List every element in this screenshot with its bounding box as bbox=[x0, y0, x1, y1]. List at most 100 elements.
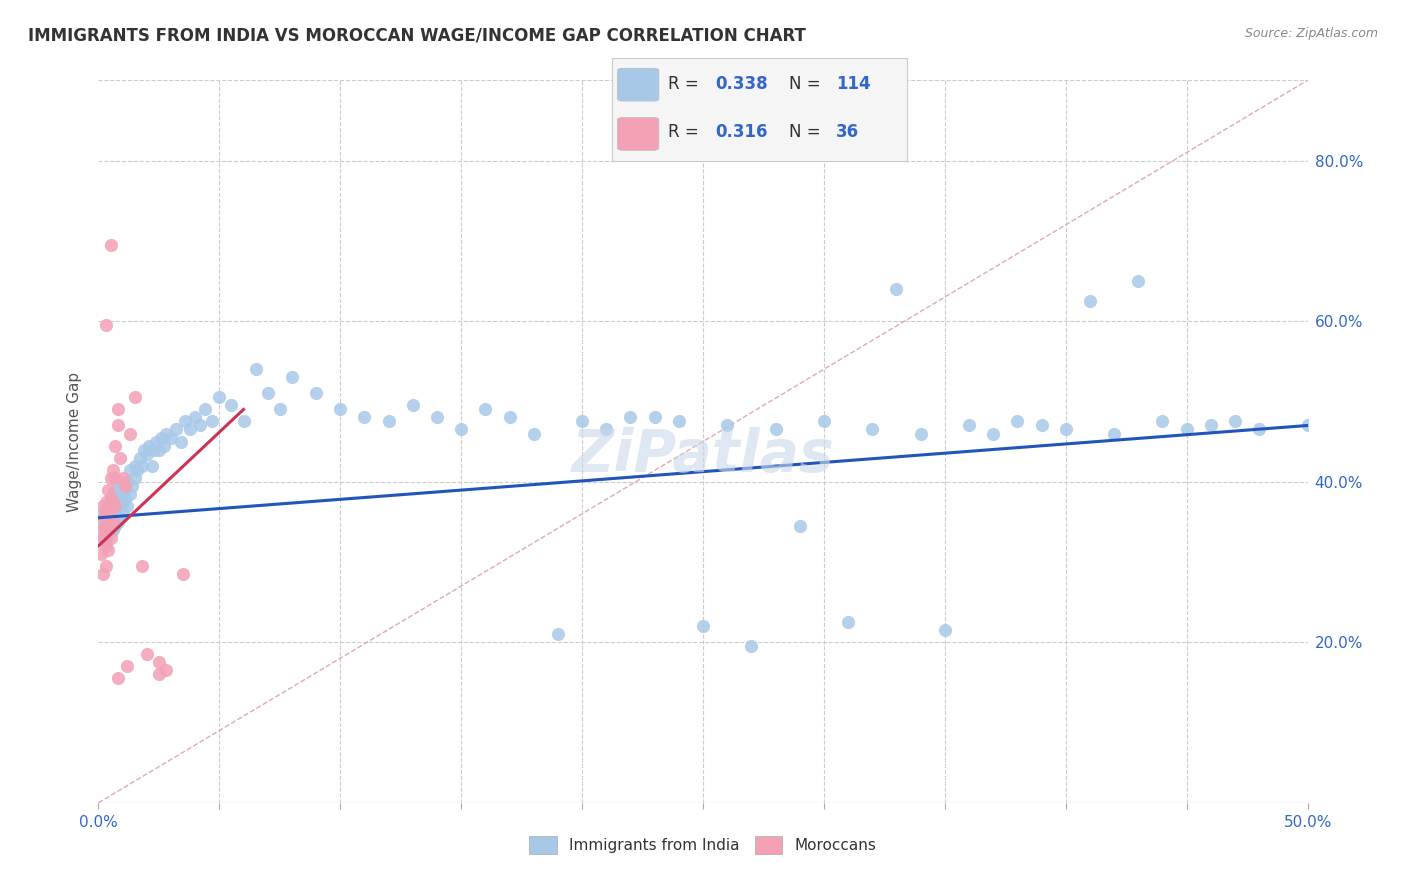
Point bbox=[547, 627, 569, 641]
Point bbox=[100, 502, 122, 516]
Point bbox=[329, 402, 352, 417]
Point bbox=[97, 499, 120, 513]
Point bbox=[160, 430, 183, 444]
Point bbox=[134, 442, 156, 457]
Point bbox=[104, 494, 127, 508]
Point bbox=[117, 499, 139, 513]
Point bbox=[91, 531, 114, 545]
Point bbox=[100, 494, 122, 508]
Point bbox=[138, 438, 160, 452]
Point bbox=[94, 507, 117, 521]
Point bbox=[402, 398, 425, 412]
Point bbox=[107, 515, 129, 529]
Point bbox=[97, 523, 120, 537]
Point bbox=[353, 410, 375, 425]
Point bbox=[104, 483, 127, 497]
Point bbox=[837, 615, 859, 630]
Point bbox=[97, 483, 120, 497]
Point bbox=[377, 414, 399, 428]
Point bbox=[1078, 293, 1101, 308]
Point bbox=[150, 430, 173, 444]
Point bbox=[934, 623, 956, 637]
Point bbox=[692, 619, 714, 633]
Point bbox=[100, 491, 122, 505]
Point bbox=[100, 470, 122, 484]
Point bbox=[114, 491, 136, 505]
Y-axis label: Wage/Income Gap: Wage/Income Gap bbox=[67, 371, 83, 512]
Text: N =: N = bbox=[789, 75, 825, 93]
Point bbox=[860, 422, 883, 436]
Point bbox=[765, 422, 787, 436]
Point bbox=[111, 483, 134, 497]
Point bbox=[981, 426, 1004, 441]
Point bbox=[94, 515, 117, 529]
Point bbox=[94, 534, 117, 549]
Point bbox=[1249, 422, 1271, 436]
Point bbox=[131, 558, 153, 574]
Legend: Immigrants from India, Moroccans: Immigrants from India, Moroccans bbox=[523, 830, 883, 860]
Point bbox=[121, 478, 143, 492]
Point bbox=[97, 542, 120, 557]
Point bbox=[148, 442, 170, 457]
Point bbox=[124, 390, 146, 404]
Point bbox=[957, 418, 980, 433]
Point bbox=[716, 418, 738, 433]
Point bbox=[118, 462, 141, 476]
Point bbox=[97, 518, 120, 533]
Point bbox=[124, 470, 146, 484]
Text: 114: 114 bbox=[837, 75, 870, 93]
Point bbox=[94, 494, 117, 508]
Point bbox=[114, 478, 136, 492]
Point bbox=[184, 410, 207, 425]
Point bbox=[108, 486, 131, 500]
Point bbox=[94, 558, 117, 574]
Point bbox=[571, 414, 593, 428]
Point bbox=[910, 426, 932, 441]
Point bbox=[1031, 418, 1053, 433]
Point bbox=[141, 458, 163, 473]
FancyBboxPatch shape bbox=[617, 118, 659, 150]
Point bbox=[232, 414, 254, 428]
Point bbox=[174, 414, 197, 428]
Point bbox=[450, 422, 472, 436]
Point bbox=[201, 414, 224, 428]
Point bbox=[118, 426, 141, 441]
Text: R =: R = bbox=[668, 123, 704, 141]
Point bbox=[152, 438, 174, 452]
Point bbox=[107, 491, 129, 505]
Text: 0.316: 0.316 bbox=[716, 123, 768, 141]
Point bbox=[91, 499, 114, 513]
Point bbox=[1152, 414, 1174, 428]
Text: R =: R = bbox=[668, 75, 704, 93]
Point bbox=[94, 510, 117, 524]
Point bbox=[90, 547, 112, 561]
Point bbox=[91, 507, 114, 521]
Point bbox=[97, 507, 120, 521]
Point bbox=[108, 499, 131, 513]
FancyBboxPatch shape bbox=[617, 69, 659, 101]
Point bbox=[101, 462, 124, 476]
Point bbox=[1223, 414, 1246, 428]
Point bbox=[100, 531, 122, 545]
Point bbox=[128, 450, 150, 465]
Point bbox=[1054, 422, 1077, 436]
Point bbox=[117, 475, 139, 489]
Point bbox=[1007, 414, 1029, 428]
Point bbox=[668, 414, 690, 428]
Point bbox=[740, 639, 762, 653]
Point bbox=[644, 410, 666, 425]
Point bbox=[107, 418, 129, 433]
Point bbox=[1175, 422, 1198, 436]
Text: IMMIGRANTS FROM INDIA VS MOROCCAN WAGE/INCOME GAP CORRELATION CHART: IMMIGRANTS FROM INDIA VS MOROCCAN WAGE/I… bbox=[28, 27, 806, 45]
Point bbox=[148, 655, 170, 669]
Point bbox=[101, 486, 124, 500]
Point bbox=[165, 422, 187, 436]
Point bbox=[107, 671, 129, 685]
Point bbox=[97, 526, 120, 541]
Point bbox=[108, 510, 131, 524]
Point bbox=[281, 370, 304, 384]
Point bbox=[131, 458, 153, 473]
Point bbox=[886, 282, 908, 296]
Point bbox=[188, 418, 211, 433]
Point bbox=[90, 523, 112, 537]
